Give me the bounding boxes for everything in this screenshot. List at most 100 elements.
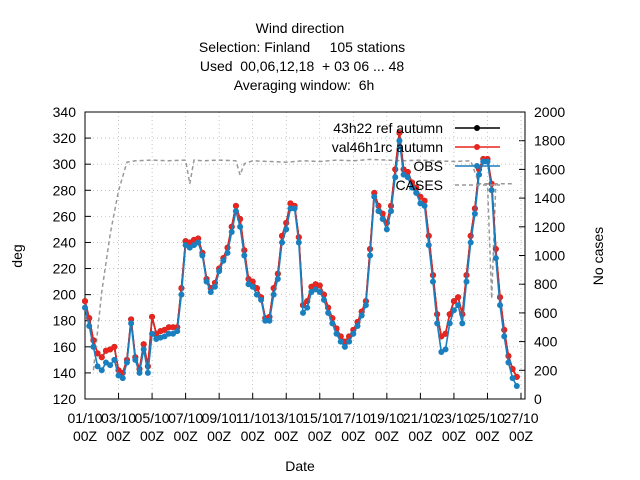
point: [86, 322, 93, 329]
y2-tick-label: 1800: [534, 133, 565, 149]
point: [232, 208, 239, 215]
x-tick-label: 09/10 00Z: [201, 410, 237, 444]
point: [295, 239, 302, 246]
subtitle: Selection: Finland 105 stations: [199, 39, 405, 55]
y-tick-label: 160: [53, 339, 77, 355]
x-tick-label: 05/10 00Z: [134, 410, 170, 444]
point: [228, 229, 235, 236]
point: [132, 356, 139, 363]
x-tick-label: 21/10 00Z: [402, 410, 438, 444]
point: [396, 137, 403, 144]
legend-marker: [474, 163, 480, 169]
point: [249, 283, 256, 290]
y-tick-label: 200: [53, 287, 77, 303]
y2-tick-label: 2000: [534, 104, 565, 120]
y-tick-label: 280: [53, 182, 77, 198]
point: [216, 268, 223, 275]
point: [501, 333, 508, 340]
point: [450, 298, 457, 305]
point: [149, 330, 156, 337]
y-axis-label: deg: [9, 244, 25, 267]
point: [333, 330, 340, 337]
x-tick-label: 27/10 00Z: [503, 410, 539, 444]
y2-tick-label: 400: [534, 334, 558, 350]
point: [450, 307, 457, 314]
point: [98, 367, 105, 374]
y2-axis-label: No cases: [590, 227, 606, 285]
point: [291, 205, 298, 212]
point: [388, 208, 395, 215]
point: [362, 302, 369, 309]
point: [367, 252, 374, 259]
point: [459, 320, 466, 327]
legend-marker: [474, 125, 480, 131]
chart-title: Wind direction: [256, 20, 345, 36]
point: [455, 302, 462, 309]
point: [379, 215, 386, 222]
y2-tick-label: 1200: [534, 219, 565, 235]
y2-tick-label: 0: [534, 391, 542, 407]
point: [128, 320, 135, 327]
point: [358, 312, 365, 319]
point: [232, 202, 239, 209]
point: [467, 239, 474, 246]
point: [497, 302, 504, 309]
series-line: [92, 158, 513, 371]
x-tick-label: 19/10 00Z: [369, 410, 405, 444]
y-tick-label: 340: [53, 104, 77, 120]
point: [375, 208, 382, 215]
point: [300, 309, 306, 316]
legend-label: val46h1rc autumn: [332, 139, 443, 155]
x-tick-label: 25/10 00Z: [469, 410, 505, 444]
point: [429, 278, 436, 285]
point: [425, 242, 432, 249]
point: [94, 350, 101, 357]
point: [446, 320, 453, 327]
y-tick-label: 300: [53, 156, 77, 172]
point: [140, 346, 147, 353]
y2-tick-label: 1000: [534, 248, 565, 264]
legend-label: CASES: [396, 177, 443, 193]
point: [413, 184, 420, 191]
point: [287, 205, 294, 212]
point: [404, 174, 411, 181]
point: [94, 363, 101, 370]
point: [98, 354, 105, 361]
point: [471, 210, 478, 217]
point: [123, 359, 130, 366]
point: [341, 338, 348, 345]
subtitle: Averaging window: 6h: [234, 77, 375, 93]
legend-marker: [474, 144, 480, 150]
point: [283, 226, 290, 233]
y-tick-label: 140: [53, 365, 77, 381]
y2-tick-label: 1600: [534, 161, 565, 177]
point: [346, 338, 353, 345]
point: [107, 362, 114, 369]
y-tick-label: 260: [53, 208, 77, 224]
point: [513, 382, 520, 389]
plot-frame: [84, 111, 526, 400]
point: [82, 304, 88, 311]
point: [241, 252, 248, 259]
y2-tick-label: 200: [534, 362, 558, 378]
y2-tick-label: 800: [534, 276, 558, 292]
point: [165, 324, 172, 331]
point: [446, 311, 453, 318]
point: [165, 330, 172, 337]
x-tick-label: 07/10 00Z: [168, 410, 204, 444]
point: [136, 369, 143, 376]
point: [266, 317, 273, 324]
point: [90, 343, 97, 350]
point: [199, 252, 206, 259]
point: [350, 330, 357, 337]
series-line: [84, 132, 518, 378]
point: [509, 375, 516, 382]
x-tick-label: 23/10 00Z: [436, 410, 472, 444]
point: [409, 184, 415, 191]
point: [325, 309, 332, 316]
point: [316, 289, 323, 296]
point: [341, 343, 348, 350]
y2-tick-label: 600: [534, 305, 558, 321]
point: [111, 343, 118, 350]
point: [237, 223, 244, 230]
